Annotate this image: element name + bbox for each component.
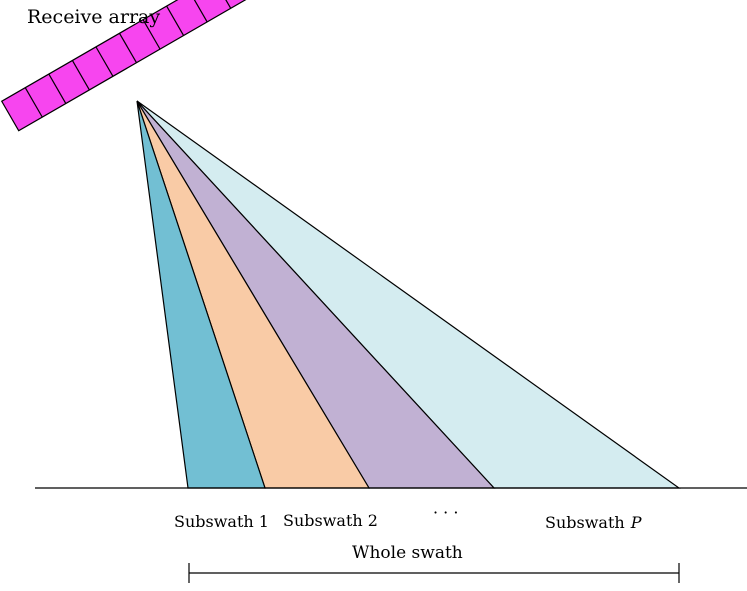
ellipsis-label: · · · — [433, 503, 458, 522]
array-cell-divider — [189, 0, 208, 23]
array-cell-divider — [142, 19, 161, 50]
array-cell-divider — [118, 32, 138, 64]
array-cell-divider — [95, 46, 114, 77]
receive-array-label: Receive array — [27, 6, 160, 28]
receive-array — [0, 0, 256, 132]
array-cell-divider — [71, 60, 90, 91]
array-cell-divider — [24, 87, 43, 118]
subswath-1-label: Subswath 1 — [174, 512, 269, 531]
array-cell-divider — [48, 73, 67, 104]
subswath-2-label: Subswath 2 — [283, 511, 378, 530]
whole-swath-label: Whole swath — [352, 543, 463, 563]
whole-swath-bracket — [188, 563, 680, 583]
subswath-p-index: P — [630, 513, 642, 532]
subswath-p-text: Subswath — [545, 513, 625, 532]
array-cell-divider — [166, 5, 185, 36]
array-cell-divider — [213, 0, 232, 9]
subswath-p-label: Subswath P — [545, 513, 642, 532]
